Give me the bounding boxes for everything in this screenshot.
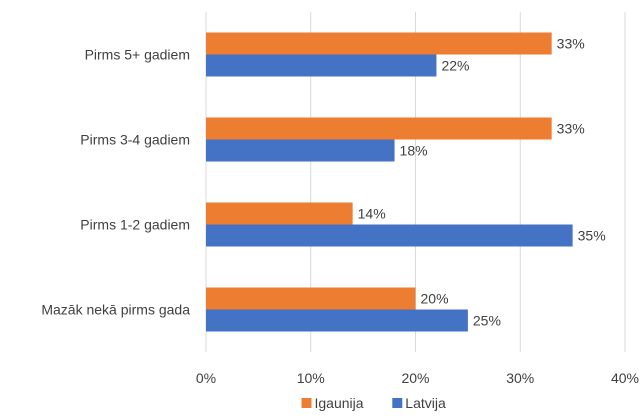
bar-igaunija <box>206 32 552 55</box>
legend-swatch <box>392 398 403 408</box>
x-tick-labels: 0% 10% 20% 30% 40% <box>196 370 639 386</box>
category-label: Pirms 5+ gadiem <box>85 47 190 63</box>
category-label: Pirms 3-4 gadiem <box>80 132 190 148</box>
data-labels: 33% 22% 33% 18% 14% 35% 20% 25% <box>358 36 606 329</box>
x-tick-label: 40% <box>611 370 639 386</box>
category-labels: Pirms 5+ gadiem Pirms 3-4 gadiem Pirms 1-2… <box>41 47 190 318</box>
legend: Igaunija Latvija <box>301 395 446 411</box>
legend-label: Latvija <box>405 395 446 411</box>
x-tick-label: 30% <box>506 370 534 386</box>
category-label: Pirms 1-2 gadiem <box>80 217 190 233</box>
x-tick-label: 20% <box>401 370 429 386</box>
bars <box>206 32 573 332</box>
x-tick-label: 0% <box>196 370 216 386</box>
bar-latvija <box>206 224 573 247</box>
bar-latvija <box>206 309 468 332</box>
data-label: 14% <box>358 206 386 222</box>
bar-latvija <box>206 54 437 77</box>
bar-igaunija <box>206 287 416 310</box>
data-label: 25% <box>473 313 501 329</box>
data-label: 22% <box>441 58 469 74</box>
bar-latvija <box>206 139 395 162</box>
data-label: 33% <box>557 121 585 137</box>
bar-igaunija <box>206 202 353 225</box>
data-label: 20% <box>421 291 449 307</box>
x-tick-label: 10% <box>297 370 325 386</box>
data-label: 35% <box>578 228 606 244</box>
legend-label: Igaunija <box>315 395 364 411</box>
bar-igaunija <box>206 117 552 140</box>
category-label: Mazāk nekā pirms gada <box>41 302 190 318</box>
data-label: 33% <box>557 36 585 52</box>
legend-swatch <box>301 398 312 408</box>
data-label: 18% <box>400 143 428 159</box>
